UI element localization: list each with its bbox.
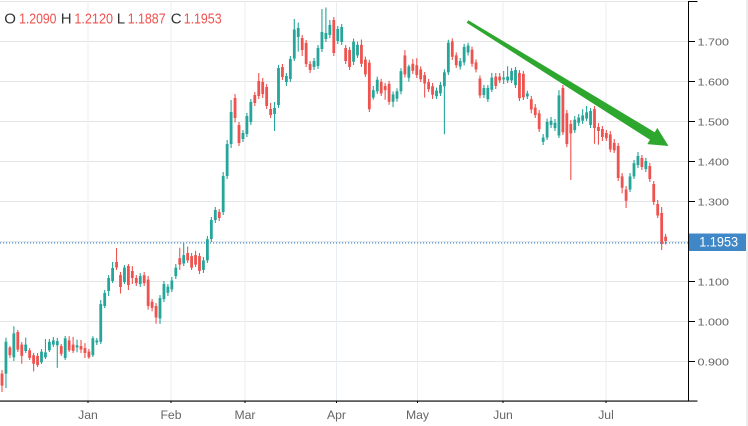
svg-text:Apr: Apr xyxy=(327,408,346,422)
svg-text:0.900: 0.900 xyxy=(698,357,730,369)
svg-text:1.2120: 1.2120 xyxy=(74,11,113,28)
svg-text:1.1953: 1.1953 xyxy=(184,11,222,28)
svg-text:1.1953: 1.1953 xyxy=(699,234,738,250)
svg-text:1.2090: 1.2090 xyxy=(19,11,56,28)
svg-text:1.700: 1.700 xyxy=(698,37,730,49)
svg-text:May: May xyxy=(406,408,430,422)
svg-text:1.300: 1.300 xyxy=(698,197,730,209)
svg-text:Jul: Jul xyxy=(598,408,614,422)
svg-text:H: H xyxy=(61,11,72,28)
svg-text:Jan: Jan xyxy=(78,408,98,422)
svg-text:O: O xyxy=(4,11,16,28)
svg-text:Mar: Mar xyxy=(235,408,256,422)
svg-text:Jun: Jun xyxy=(493,408,513,422)
svg-text:C: C xyxy=(171,11,182,28)
svg-text:1.000: 1.000 xyxy=(698,317,730,329)
svg-text:1.100: 1.100 xyxy=(698,277,730,289)
svg-text:L: L xyxy=(117,11,125,28)
svg-text:1.1887: 1.1887 xyxy=(128,11,166,28)
svg-text:Feb: Feb xyxy=(160,408,181,422)
svg-text:1.600: 1.600 xyxy=(698,77,730,89)
svg-text:1.500: 1.500 xyxy=(698,117,730,129)
svg-text:1.400: 1.400 xyxy=(698,157,730,169)
